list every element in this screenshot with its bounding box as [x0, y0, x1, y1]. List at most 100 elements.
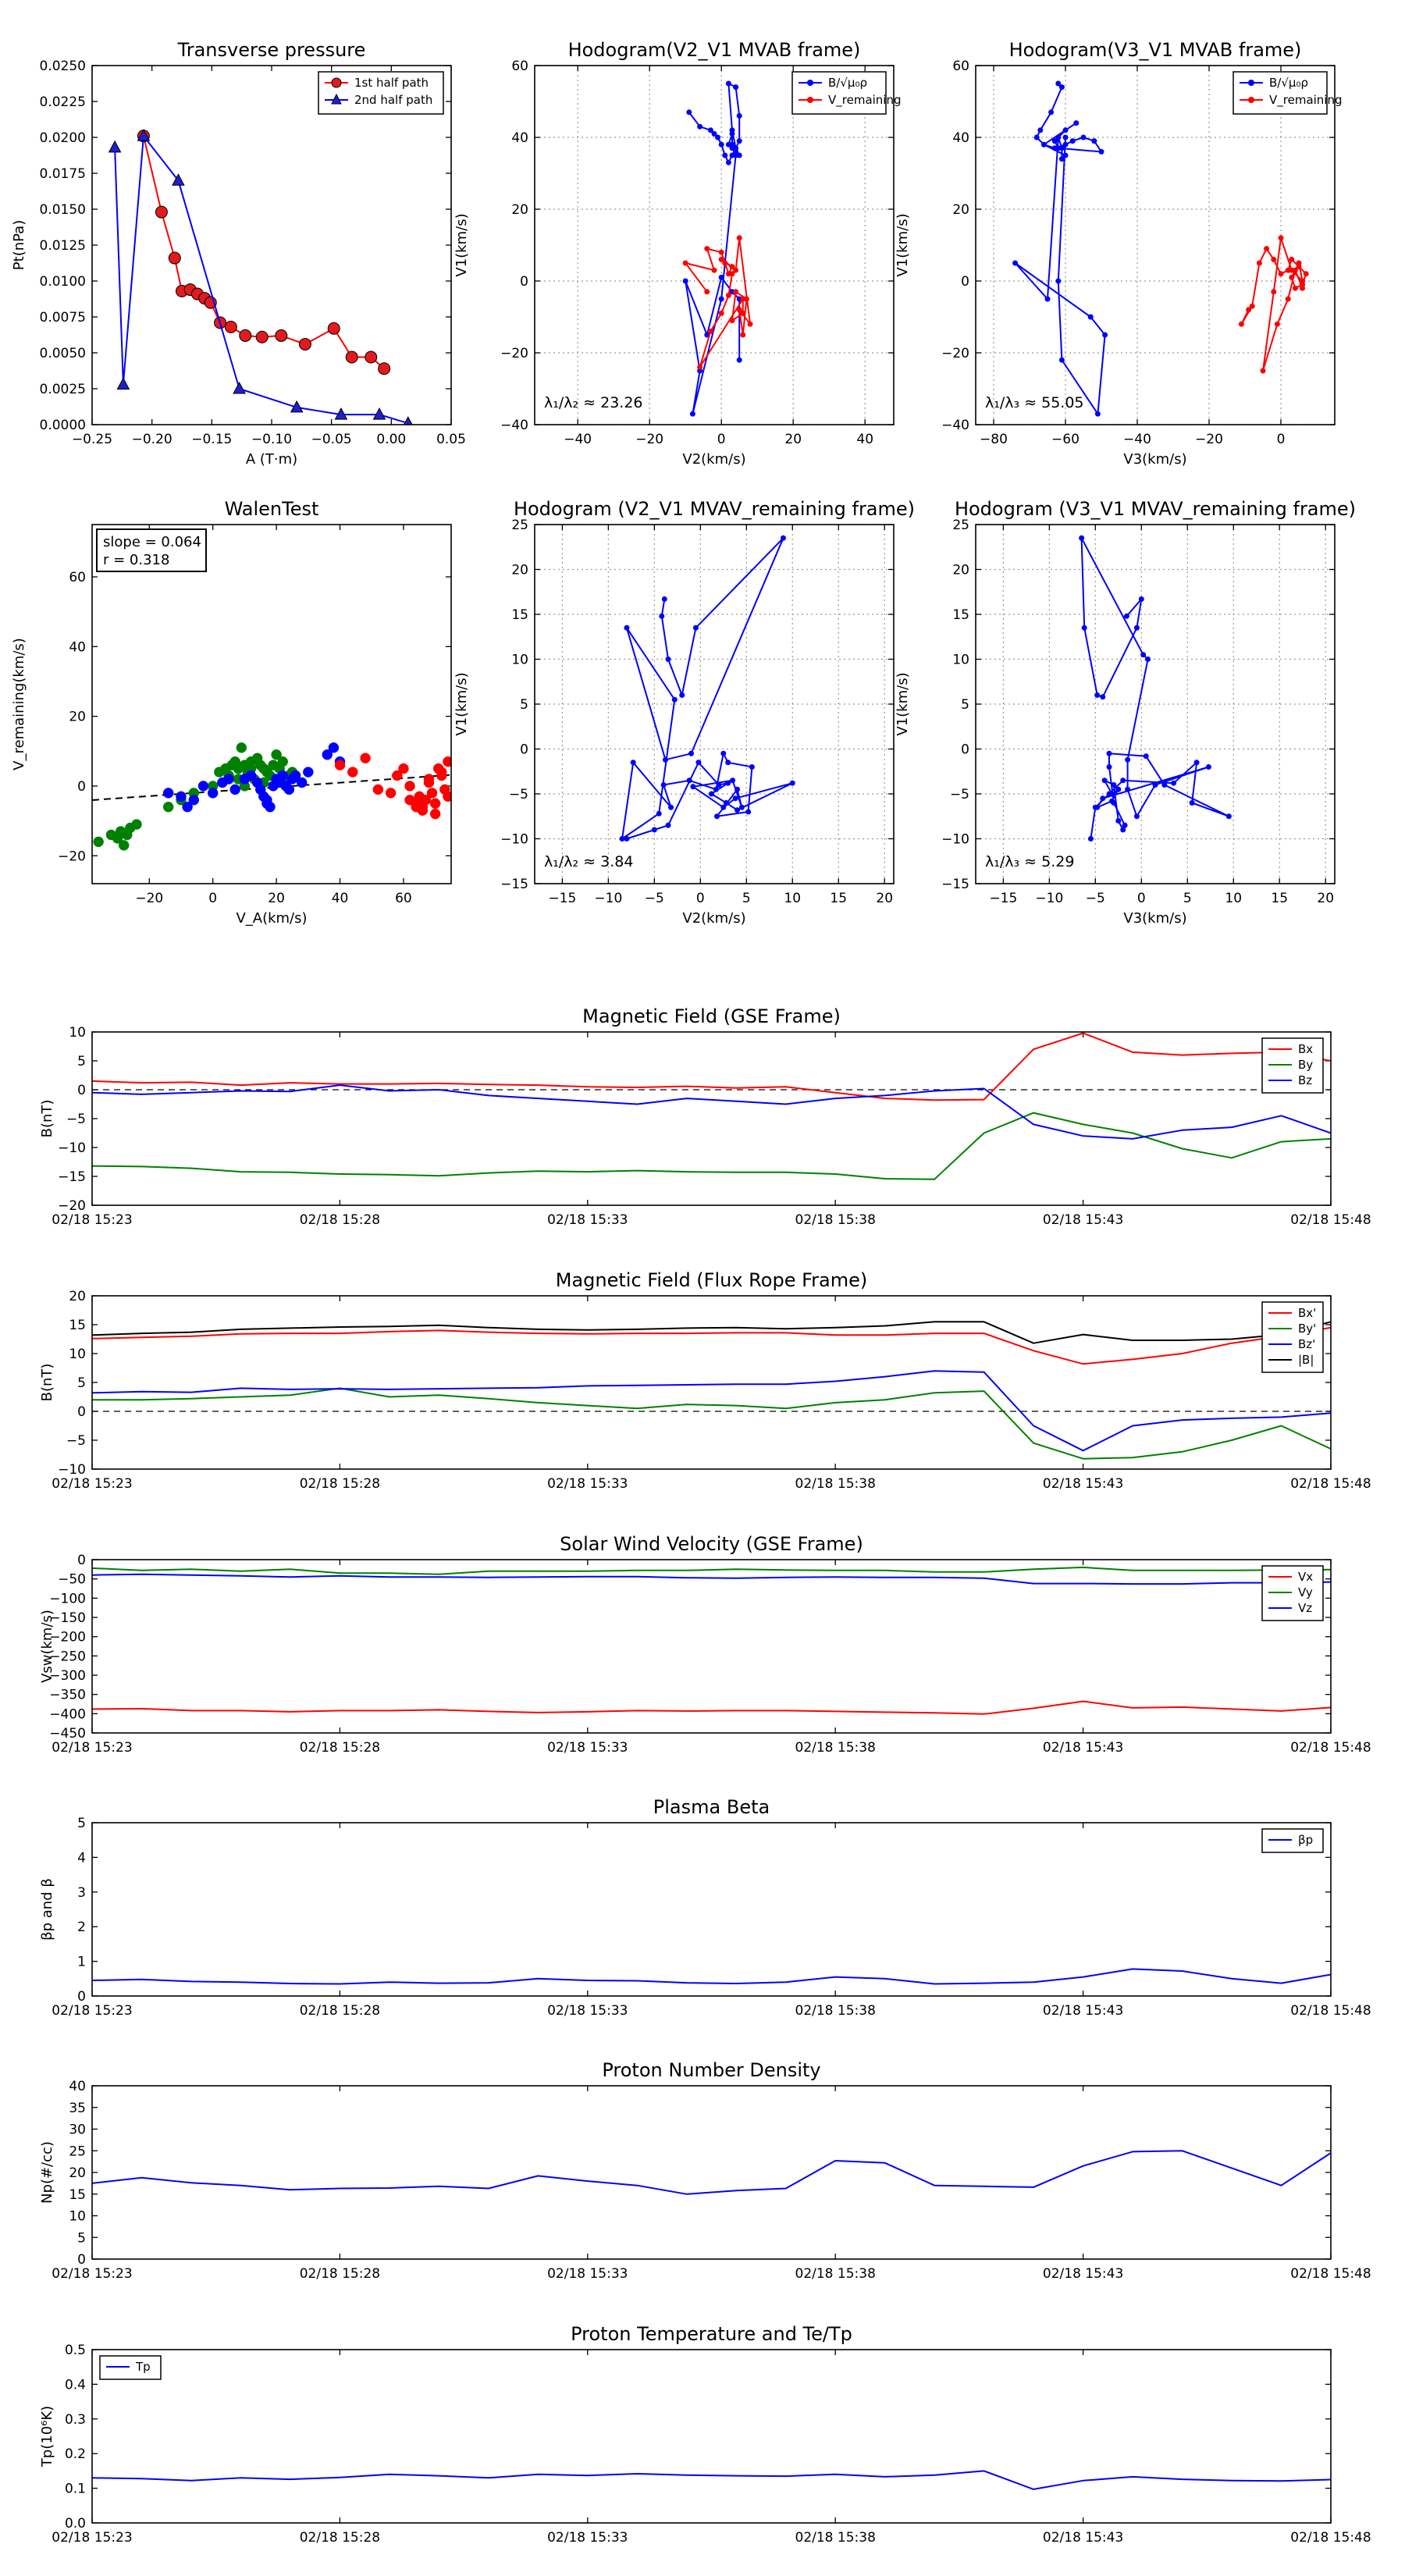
x-tick-label: 02/18 15:23: [52, 2266, 132, 2282]
x-tick-label: 02/18 15:33: [547, 2266, 628, 2282]
legend-label: Bz': [1298, 1337, 1315, 1351]
data-point: [713, 786, 719, 792]
y-tick-label: −350: [49, 1688, 86, 1703]
data-point: [749, 764, 755, 770]
data-point: [277, 756, 288, 767]
data-point: [403, 416, 413, 425]
x-tick-label: 0: [1277, 432, 1286, 447]
chart-title: Proton Number Density: [602, 2059, 820, 2081]
legend-label: Tp: [135, 2360, 151, 2374]
data-point: [283, 784, 295, 795]
data-point: [1300, 278, 1306, 284]
x-tick-label: 02/18 15:28: [300, 1476, 380, 1492]
data-point: [729, 130, 735, 137]
legend-marker: [331, 77, 342, 88]
x-tick-label: 02/18 15:48: [1290, 1740, 1371, 1756]
y-tick-label: 0: [520, 742, 528, 758]
data-point: [736, 235, 742, 241]
chart-title: WalenTest: [225, 498, 319, 520]
chart-bgse: 02/18 15:23 02/18 15:28 02/18 15:33 02/18 1…: [39, 1005, 1371, 1228]
axes-frame: [91, 524, 452, 884]
data-point: [1205, 764, 1211, 770]
data-point: [711, 130, 717, 137]
x-tick-label: 02/18 15:48: [1290, 1476, 1371, 1492]
data-point: [715, 134, 721, 141]
y-tick-label: 10: [69, 1347, 86, 1362]
data-point: [733, 267, 739, 273]
x-tick-label: 02/18 15:48: [1290, 2266, 1371, 2282]
axes-frame: [91, 1822, 1332, 1997]
plot-area: [92, 2470, 1331, 2490]
data-point: [372, 784, 384, 795]
data-point: [734, 786, 740, 792]
data-point: [711, 267, 717, 273]
x-tick-label: −20: [635, 432, 663, 447]
data-point: [296, 777, 308, 788]
y-tick-label: 0.0: [65, 2516, 86, 2532]
ratio-annotation: λ₁/λ₃ ≈ 55.05: [985, 394, 1084, 411]
data-point: [740, 296, 746, 302]
data-point: [1238, 321, 1244, 327]
series-line-Vz: [92, 1573, 1331, 1585]
data-point: [1079, 535, 1085, 541]
annotation-text: slope = 0.064: [103, 534, 201, 550]
data-point: [347, 767, 358, 777]
data-point: [411, 801, 422, 813]
data-point: [1055, 278, 1062, 284]
legend-marker: [807, 97, 813, 103]
y-tick-label: −5: [509, 787, 528, 802]
data-point: [1292, 267, 1298, 273]
x-tick-label: 02/18 15:43: [1043, 2266, 1123, 2282]
data-point: [747, 321, 753, 327]
x-tick-label: 40: [856, 432, 873, 447]
data-point: [1111, 800, 1117, 806]
y-tick-label: 20: [69, 2165, 86, 2181]
data-point: [1055, 80, 1062, 87]
data-point: [1123, 613, 1129, 619]
x-tick-label: −20: [1195, 432, 1223, 447]
plot-area: [92, 1032, 1331, 1180]
data-point: [1289, 256, 1295, 262]
y-axis-label: V1(km/s): [895, 672, 911, 735]
x-tick-label: 02/18 15:28: [300, 1212, 380, 1228]
data-point: [131, 819, 142, 830]
data-point: [255, 330, 269, 343]
chart-title: Solar Wind Velocity (GSE Frame): [560, 1533, 863, 1555]
y-tick-label: 20: [511, 563, 528, 578]
data-point: [1161, 782, 1168, 788]
data-point: [624, 624, 630, 631]
data-point: [168, 251, 181, 265]
x-tick-label: −5: [1086, 891, 1105, 906]
data-point: [1115, 786, 1122, 792]
y-tick-label: 0: [77, 2252, 86, 2268]
data-point: [420, 795, 432, 806]
data-point: [718, 141, 724, 148]
x-tick-label: 15: [830, 891, 847, 906]
y-tick-label: −10: [500, 832, 528, 848]
data-point: [182, 801, 193, 813]
data-point: [188, 795, 200, 806]
x-tick-label: 02/18 15:43: [1043, 1476, 1123, 1492]
data-point: [729, 141, 735, 148]
axes-frame: [91, 1559, 1332, 1734]
plot-area: [1079, 535, 1232, 841]
y-tick-label: 0.0000: [40, 418, 86, 433]
data-point: [736, 307, 742, 313]
data-point: [688, 750, 695, 756]
chart-title: Hodogram(V2_V1 MVAB frame): [568, 39, 861, 61]
y-tick-label: −450: [49, 1726, 86, 1742]
legend-box: [1232, 71, 1328, 115]
data-point: [1171, 780, 1177, 786]
y-axis-label: Pt(nPa): [11, 220, 27, 270]
chart-vsw: 02/18 15:23 02/18 15:28 02/18 15:33 02/18 1…: [39, 1533, 1371, 1756]
chart-title: Proton Temperature and Te/Tp: [571, 2323, 852, 2345]
y-tick-label: −300: [49, 1668, 86, 1684]
data-point: [162, 788, 174, 799]
x-tick-label: 02/18 15:43: [1043, 2530, 1123, 2546]
data-point: [1094, 692, 1101, 698]
y-axis-label: V1(km/s): [454, 672, 470, 735]
series-line-B: [92, 1321, 1331, 1344]
data-point: [695, 760, 702, 766]
data-point: [1274, 321, 1280, 327]
